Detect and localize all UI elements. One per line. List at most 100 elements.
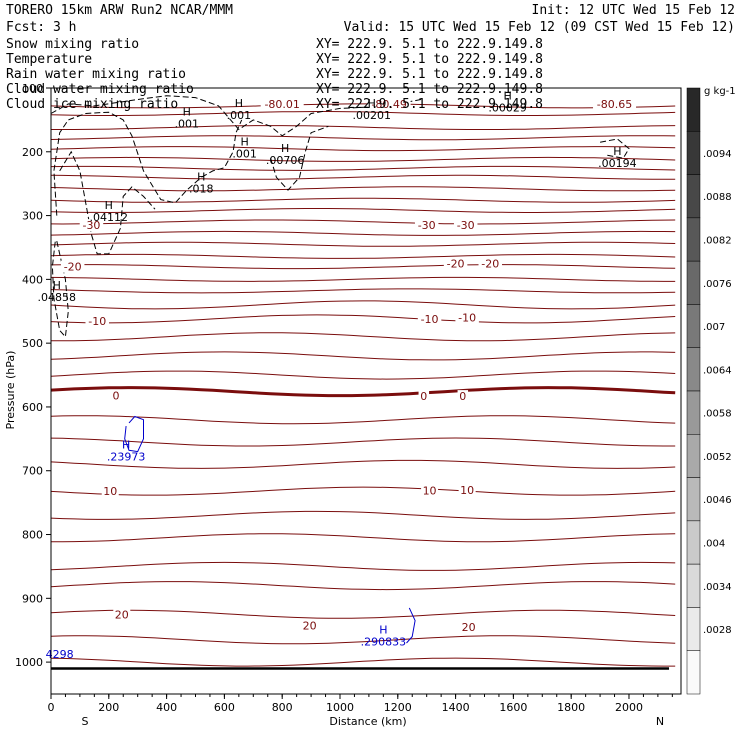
temperature-contour-line (50, 370, 676, 380)
y-tick-label: 600 (22, 401, 43, 414)
temperature-contour-line (50, 111, 676, 116)
temperature-contour-line (50, 230, 676, 236)
extremum-value: 4298 (46, 648, 74, 661)
temperature-contour-label: -30 (418, 219, 436, 232)
colorbar-label: .0076 (703, 279, 732, 290)
contour-label-bg (453, 219, 478, 232)
extremum-marker: H (53, 279, 61, 292)
temperature-contour-line (50, 386, 676, 398)
contour-label-bg (455, 311, 479, 324)
contour-label-bg (260, 97, 304, 110)
header-init: Init: 12 UTC Wed 15 Feb 12 (532, 3, 736, 18)
temperature-contour-line (50, 219, 676, 225)
colorbar-cell (686, 434, 701, 478)
contour-label-bg (79, 219, 104, 232)
temperature-contour-line (50, 332, 676, 342)
cloud-water-contour-line (406, 607, 416, 644)
legend-entry-name: Cloud water mixing ratio (6, 82, 194, 97)
temperature-contour-label: 10 (423, 485, 437, 498)
endpoint-right: N (656, 715, 664, 728)
extremum-value: .001 (227, 109, 252, 122)
colorbar-cell (686, 304, 701, 348)
contour-label-bg (593, 97, 637, 110)
temperature-contour-line (50, 486, 676, 496)
contour-label-bg (113, 608, 131, 621)
colorbar-cell (686, 390, 701, 435)
temperature-contour-line (51, 533, 676, 543)
extremum-value: .04858 (38, 291, 77, 304)
y-tick-label: 500 (22, 337, 43, 350)
legend-entry-name: Cloud ice mixing ratio (6, 97, 178, 112)
moisture-contours (50, 95, 630, 644)
extremum-marker: H (122, 438, 130, 451)
x-tick-label: 1200 (384, 701, 412, 714)
y-tick-label: 900 (22, 592, 43, 605)
temperature-contour-label: 20 (462, 621, 476, 634)
temperature-contour-line (50, 609, 676, 619)
contour-label-bg (417, 312, 442, 325)
temperature-contour-line (50, 437, 676, 447)
temperature-contour-line (50, 300, 676, 310)
contour-label-bg (85, 314, 109, 327)
y-tick-label: 700 (22, 465, 43, 478)
legend-entry-xy: XY= 222.9. 5.1 to 222.9.149.8 (316, 82, 543, 97)
cloud-water-contour-line (124, 415, 144, 453)
temperature-contour-label: -80.01 (264, 98, 299, 111)
x-tick-label: 1800 (557, 701, 585, 714)
temperature-contour-label: -10 (458, 312, 476, 325)
colorbar: .0094 .0088 .0082 .0076 .007 .0064 .0058 .0052.… (686, 87, 732, 695)
y-tick-label: 800 (22, 529, 43, 542)
temperature-contour-line (50, 174, 676, 180)
temperature-contour-label: -10 (88, 315, 106, 328)
temperature-contour-label: 20 (303, 620, 317, 633)
contour-label-bg (478, 257, 503, 270)
temperature-contour-label: -30 (457, 219, 475, 232)
temperature-contour-line (50, 415, 676, 425)
colorbar-label: .0058 (703, 409, 732, 420)
extremum-value: .04112 (90, 211, 129, 224)
colorbar-label: .0082 (703, 236, 732, 247)
contour-label-bg (301, 619, 319, 632)
extremum-value: .00029 (488, 101, 527, 114)
colorbar-cell (686, 477, 701, 522)
moisture-contour-line (600, 138, 630, 159)
header-title: TORERO 15km ARW Run2 NCAR/MMM (6, 3, 233, 18)
colorbar-label: .0064 (703, 365, 732, 376)
colorbar-label: .004 (703, 539, 725, 550)
colorbar-label: .0046 (703, 495, 732, 506)
moisture-contour-line (270, 125, 329, 191)
extremum-marker: H (368, 97, 376, 110)
temperature-contour-line (50, 241, 676, 247)
legend-entry-xy: XY= 222.9. 5.1 to 222.9.149.8 (316, 52, 543, 67)
extremum-value: .00706 (266, 154, 305, 167)
x-tick-label: 1400 (442, 701, 470, 714)
temperature-contour-line (51, 125, 676, 130)
y-tick-label: 100 (22, 82, 43, 95)
extremum-marker: H (613, 145, 621, 158)
contour-label-bg (414, 219, 439, 232)
temperature-contour-label: -20 (447, 257, 465, 270)
temperature-contour-label: -20 (64, 261, 82, 274)
temperature-contour-label: 20 (115, 608, 129, 621)
contour-label-bg (458, 483, 476, 496)
extremum-value: .001 (175, 117, 200, 130)
temperature-contour-label: -80.65 (597, 98, 632, 111)
extremum-marker: H (235, 97, 243, 110)
x-tick-label: 1000 (326, 701, 354, 714)
temperature-contour-line (50, 264, 676, 270)
legend-entry-name: Temperature (6, 52, 92, 67)
extremum-value: .018 (189, 182, 214, 195)
temperature-contours (50, 103, 676, 670)
moisture-contour-line (53, 111, 243, 216)
colorbar-cell (686, 260, 701, 305)
extremum-value: .00194 (598, 157, 637, 170)
temperature-contour-label: 0 (420, 390, 427, 403)
extremum-marker: H (197, 170, 205, 183)
temperature-contour-line (50, 156, 676, 162)
moisture-contour-line (50, 95, 421, 137)
colorbar-cell (686, 563, 701, 608)
extremum-marker: H (379, 623, 387, 636)
legend: Snow mixing ratio XY= 222.9. 5.1 to 222.9… (6, 37, 543, 112)
plot-area: -80.01 -80.49 -80.65 -30 -30 -30 -20 -20 -20 -10 -… (38, 87, 682, 695)
